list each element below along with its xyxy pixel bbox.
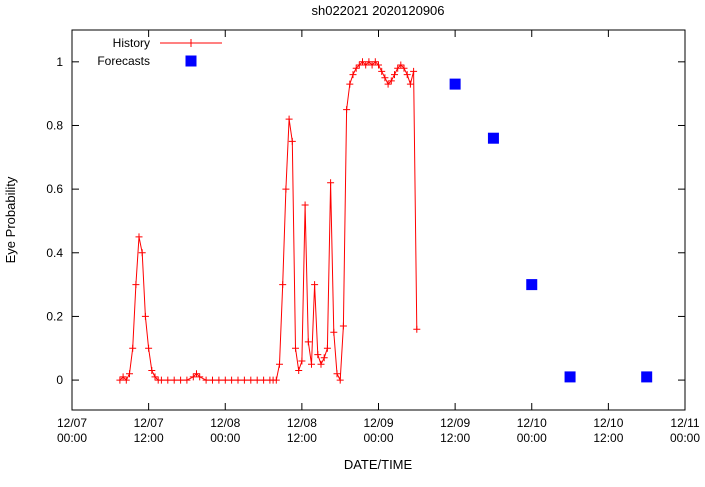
chart-title: sh022021 2020120906 <box>311 3 444 18</box>
y-tick-label: 1 <box>56 55 63 69</box>
x-tick-label: 00:00 <box>57 431 87 445</box>
x-tick-label: 12/09 <box>363 416 393 430</box>
y-tick-label: 0.6 <box>46 182 63 196</box>
history-plus-markers <box>116 58 421 384</box>
forecast-point <box>487 132 499 144</box>
plot-border <box>71 29 686 411</box>
forecast-point <box>641 371 653 383</box>
y-tick-label: 0.4 <box>46 246 63 260</box>
x-tick-label: 12/07 <box>134 416 164 430</box>
x-tick-label: 00:00 <box>363 431 393 445</box>
forecast-point <box>449 78 461 90</box>
legend-history-label: History <box>113 36 150 50</box>
y-tick-label: 0 <box>56 373 63 387</box>
y-tick-label: 0.2 <box>46 309 63 323</box>
forecast-point <box>526 279 538 291</box>
legend-samples <box>160 39 222 67</box>
x-tick-label: 12:00 <box>287 431 317 445</box>
x-tick-label: 12:00 <box>134 431 164 445</box>
x-tick-label: 12/08 <box>287 416 317 430</box>
plot-area: 12/0700:0012/0712:0012/0800:0012/0812:00… <box>46 29 700 445</box>
x-tick-label: 12/07 <box>57 416 87 430</box>
legend-forecast-square-sample <box>185 55 197 67</box>
legend: History Forecasts <box>97 36 222 68</box>
legend-forecasts-label: Forecasts <box>97 54 150 68</box>
x-tick-label: 12/08 <box>210 416 240 430</box>
x-tick-label: 12:00 <box>593 431 623 445</box>
x-tick-label: 12/10 <box>517 416 547 430</box>
x-tick-label: 12/09 <box>440 416 470 430</box>
x-tick-label: 12/11 <box>670 416 699 430</box>
x-axis-label: DATE/TIME <box>344 457 413 472</box>
x-tick-label: 00:00 <box>517 431 547 445</box>
x-tick-label: 00:00 <box>670 431 700 445</box>
y-tick-label: 0.8 <box>46 118 63 132</box>
forecast-point <box>564 371 576 383</box>
history-line <box>119 61 418 382</box>
y-axis-label: Eye Probability <box>3 176 18 263</box>
legend-history-plus-sample <box>187 39 195 47</box>
x-tick-label: 00:00 <box>210 431 240 445</box>
x-tick-label: 12:00 <box>440 431 470 445</box>
x-tick-label: 12/10 <box>593 416 623 430</box>
